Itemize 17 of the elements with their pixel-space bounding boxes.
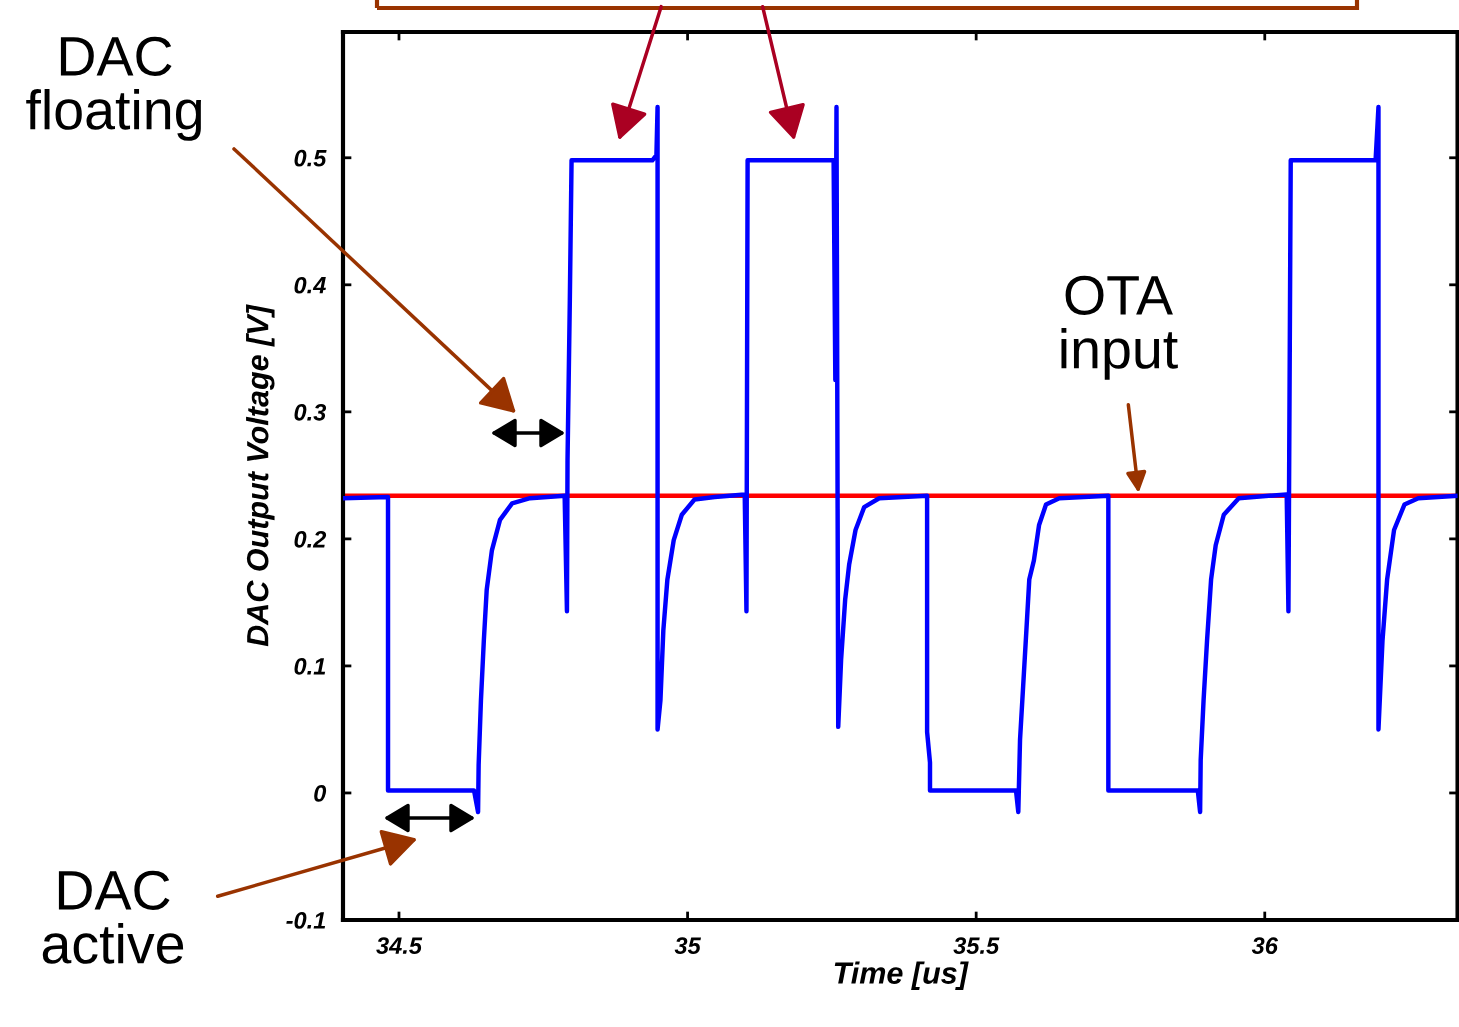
y-tick-label: 0.3 (294, 403, 327, 421)
x-tick-label: 35.5 (953, 937, 1000, 955)
x-tick-label: 34.5 (376, 937, 423, 955)
text: DAC floating (26, 36, 201, 141)
x-axis-title: Time [us] (834, 961, 969, 990)
y-tick-label: 0.2 (294, 530, 327, 548)
y-tick-label: -0.1 (286, 912, 326, 929)
x-tick-label: 36 (1251, 937, 1279, 955)
y-tick-label: 0.5 (294, 149, 327, 167)
y-tick-label: 0.1 (294, 657, 326, 675)
x-tick-label: 35 (674, 937, 701, 955)
y-axis-title: DAC Output Voltage [V] (246, 304, 275, 647)
annotation: OTA input (1061, 275, 1178, 380)
y-tick-label: 0 (314, 785, 327, 802)
line-series (343, 104, 1458, 815)
text: DAC active (42, 870, 184, 964)
y-tick-label: 0.4 (294, 276, 326, 294)
